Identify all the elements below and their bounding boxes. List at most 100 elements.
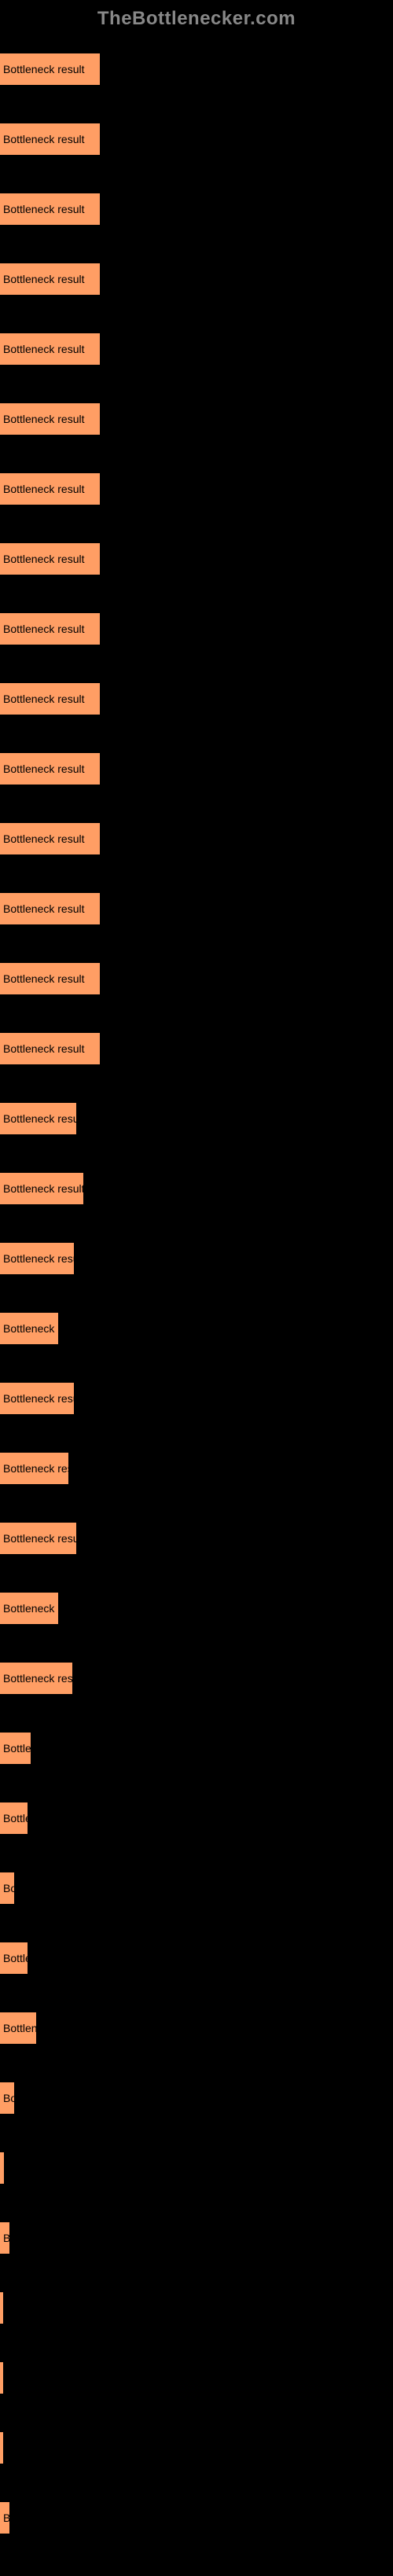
bar: Bottleneck result (0, 753, 100, 785)
bar: Bottleneck result (0, 543, 100, 575)
bar-label: Bottleneck result (3, 343, 85, 355)
bar-row: Bottleneck result (0, 1293, 393, 1360)
bar-label: Bottleneck result (3, 133, 85, 145)
bar: Bottleneck result (0, 893, 100, 924)
bar: Bottleneck result (0, 1872, 14, 1904)
bar-label: Bottleneck result (3, 1462, 68, 1475)
bar-row: Bottleneck result (0, 943, 393, 1010)
bar-row: Bottleneck result (0, 1223, 393, 1290)
bar-label: Bottleneck result (3, 1742, 31, 1755)
bar-row: Bottleneck result (0, 593, 393, 660)
bar-label: Bottleneck result (3, 623, 85, 635)
bar-label: Bottleneck result (3, 902, 85, 915)
bar-row: Bottleneck result (0, 1713, 393, 1780)
bar-row: Bottleneck result (0, 2203, 393, 2269)
bar-row: Bottleneck result (0, 1643, 393, 1710)
bar-row: Bottleneck result (0, 1993, 393, 2060)
bar-row: Bottleneck result (0, 2273, 393, 2339)
bar-label: Bottleneck result (3, 553, 85, 565)
bar-label: Bottleneck result (3, 1602, 58, 1615)
bar: Bottleneck result (0, 1033, 100, 1064)
bar-label: Bottleneck result (3, 693, 85, 705)
bar: Bottleneck result (0, 1313, 58, 1344)
bar: Bottleneck result (0, 1453, 68, 1484)
bar: Bottleneck result (0, 1383, 74, 1414)
bar-row: Bottleneck result (0, 524, 393, 590)
bar-row: Bottleneck result (0, 803, 393, 870)
bar: Bottleneck result (0, 2012, 36, 2044)
bar-label: Bottleneck result (3, 972, 85, 985)
bar-row: Bottleneck result (0, 1433, 393, 1500)
bar-label: Bottleneck result (3, 483, 85, 495)
bar-row: Bottleneck result (0, 1363, 393, 1430)
bar: Bottleneck result (0, 333, 100, 365)
bar-label: Bottleneck result (3, 1952, 28, 1964)
bar-row: Bottleneck result (0, 104, 393, 171)
bar-label: Bottleneck result (3, 2162, 4, 2174)
bar-label: Bottleneck result (3, 2512, 9, 2524)
bar-label: Bottleneck result (3, 1112, 76, 1125)
bar: Bottleneck result (0, 2432, 3, 2464)
bar: Bottleneck result (0, 2362, 3, 2394)
header: TheBottlenecker.com (0, 0, 393, 34)
bar-label: Bottleneck result (3, 1812, 28, 1825)
bar-label: Bottleneck result (3, 1252, 74, 1265)
bar-label: Bottleneck result (3, 273, 85, 285)
bar: Bottleneck result (0, 193, 100, 225)
bar-label: Bottleneck result (3, 832, 85, 845)
bar: Bottleneck result (0, 2152, 4, 2184)
bar: Bottleneck result (0, 963, 100, 994)
bar-row: Bottleneck result (0, 1573, 393, 1640)
bar-row: Bottleneck result (0, 244, 393, 311)
bar: Bottleneck result (0, 683, 100, 715)
bar-label: Bottleneck result (3, 1672, 72, 1685)
bar: Bottleneck result (0, 2222, 9, 2254)
bar-row: Bottleneck result (0, 2063, 393, 2130)
bar-row: Bottleneck result (0, 384, 393, 450)
bar: Bottleneck result (0, 473, 100, 505)
bar-row: Bottleneck result (0, 454, 393, 520)
bar: Bottleneck result (0, 1942, 28, 1974)
bar: Bottleneck result (0, 613, 100, 645)
bar: Bottleneck result (0, 1173, 83, 1204)
bar-row: Bottleneck result (0, 34, 393, 101)
bar-row: Bottleneck result (0, 2482, 393, 2549)
bar-row: Bottleneck result (0, 314, 393, 380)
bar: Bottleneck result (0, 2082, 14, 2114)
bar: Bottleneck result (0, 1663, 72, 1694)
bar-label: Bottleneck result (3, 763, 85, 775)
bar-row: Bottleneck result (0, 1923, 393, 1990)
bar-row: Bottleneck result (0, 2133, 393, 2199)
bar-row: Bottleneck result (0, 1013, 393, 1080)
bar: Bottleneck result (0, 1103, 76, 1134)
bar-label: Bottleneck result (3, 413, 85, 425)
brand-text: TheBottlenecker.com (97, 8, 296, 29)
bar: Bottleneck result (0, 1802, 28, 1834)
bar-row: Bottleneck result (0, 2343, 393, 2409)
bar-row: Bottleneck result (0, 1083, 393, 1150)
bar-label: Bottleneck result (3, 1392, 74, 1405)
bar-label: Bottleneck result (3, 63, 85, 75)
bar-label: Bottleneck result (3, 1182, 83, 1195)
bar-row: Bottleneck result (0, 174, 393, 241)
bar: Bottleneck result (0, 123, 100, 155)
bar-label: Bottleneck result (3, 2022, 36, 2034)
bar-row: Bottleneck result (0, 1783, 393, 1850)
bar-label: Bottleneck result (3, 1532, 76, 1545)
bar-label: Bottleneck result (3, 203, 85, 215)
bar: Bottleneck result (0, 403, 100, 435)
bar-label: Bottleneck result (3, 1322, 58, 1335)
bar: Bottleneck result (0, 2502, 9, 2534)
bar: Bottleneck result (0, 1523, 76, 1554)
bar: Bottleneck result (0, 1243, 74, 1274)
bar: Bottleneck result (0, 823, 100, 854)
bar-row: Bottleneck result (0, 873, 393, 940)
bar: Bottleneck result (0, 53, 100, 85)
bar-label: Bottleneck result (3, 2092, 14, 2104)
bar: Bottleneck result (0, 1593, 58, 1624)
bar-row: Bottleneck result (0, 733, 393, 800)
bar-row: Bottleneck result (0, 2412, 393, 2479)
bar: Bottleneck result (0, 263, 100, 295)
bar-label: Bottleneck result (3, 1882, 14, 1894)
bar-label: Bottleneck result (3, 1042, 85, 1055)
